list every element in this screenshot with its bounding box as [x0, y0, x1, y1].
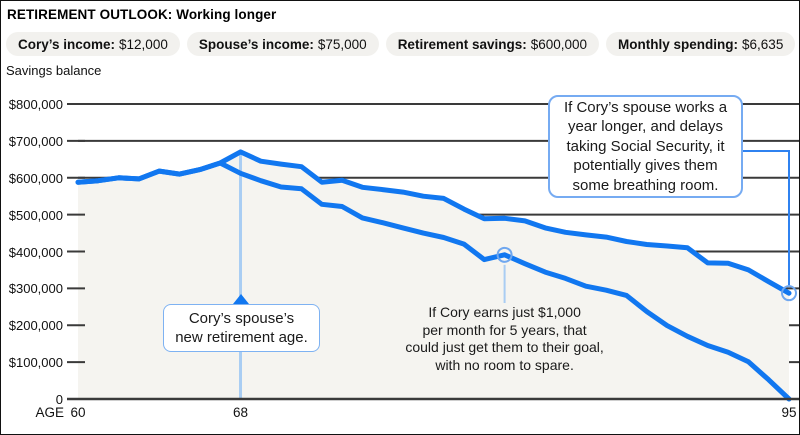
annotation-line: per month for 5 years, that [422, 321, 587, 338]
annotation-line: could just get them to their goal, [405, 339, 604, 355]
pill-value: $600,000 [530, 36, 588, 52]
pill-value: $6,635 [742, 36, 784, 52]
annotation-line: with no room to spare. [435, 356, 574, 373]
x-tick-label: 95 [781, 405, 797, 420]
breathing-room-connector [739, 150, 790, 286]
page-title: RETIREMENT OUTLOOK: Working longer [7, 7, 277, 22]
y-tick-label: $500,000 [8, 207, 63, 223]
pill-value: $75,000 [317, 36, 367, 52]
y-tick-label: $400,000 [8, 244, 63, 260]
annotation-line: Cory’s spouse’s [188, 310, 295, 327]
pill-label: Retirement savings: [397, 36, 527, 52]
pill-label: Monthly spending: [618, 36, 739, 52]
annotation-line: new retirement age. [175, 329, 308, 346]
upper-savings-line [75, 149, 792, 296]
pill-spouse-income: Spouse’s income: $75,000 [186, 32, 379, 56]
annotation-line: taking Social Security, it [566, 137, 725, 155]
arrow-up-icon [232, 294, 249, 304]
annotation-line: year longer, and delays [567, 118, 724, 136]
annotation-line: potentially gives them [573, 157, 718, 175]
annotation-line: If Cory earns just $1,000 [428, 304, 581, 320]
annotation-retirement-age-box: Cory’s spouse’s new retirement age. [163, 304, 320, 352]
y-tick-label: $700,000 [8, 133, 63, 149]
pill-cory-income: Cory’s income: $12,000 [6, 32, 180, 56]
summary-pills: Cory’s income: $12,000 Spouse’s income: … [6, 32, 796, 56]
y-tick-label: $200,000 [8, 318, 63, 334]
annotation-line: some breathing room. [572, 176, 719, 194]
endpoint-marker-circle [781, 285, 797, 302]
y-tick-label: $100,000 [8, 355, 63, 371]
y-axis-title: Savings balance [6, 63, 102, 78]
y-tick-label: $600,000 [8, 170, 63, 186]
x-tick-label: 60 [70, 405, 86, 420]
earnings-marker-circle [496, 246, 513, 263]
pill-label: Cory’s income: [18, 36, 116, 52]
y-tick-label: $800,000 [8, 97, 63, 112]
y-tick-label: 0 [55, 392, 63, 407]
annotation-earnings-text: If Cory earns just $1,000 per month for … [385, 304, 625, 374]
pill-retirement-savings: Retirement savings: $600,000 [385, 32, 600, 56]
pill-value: $12,000 [119, 36, 168, 52]
pill-label: Spouse’s income: [198, 36, 314, 52]
x-axis-label: AGE [35, 405, 64, 420]
annotation-breathing-room-box: If Cory’s spouse works a year longer, an… [548, 95, 743, 198]
y-tick-label: $300,000 [8, 281, 63, 297]
annotation-line: If Cory’s spouse works a [563, 98, 728, 116]
x-tick-label: 68 [232, 405, 249, 420]
pill-monthly-spending: Monthly spending: $6,635 [606, 32, 796, 56]
